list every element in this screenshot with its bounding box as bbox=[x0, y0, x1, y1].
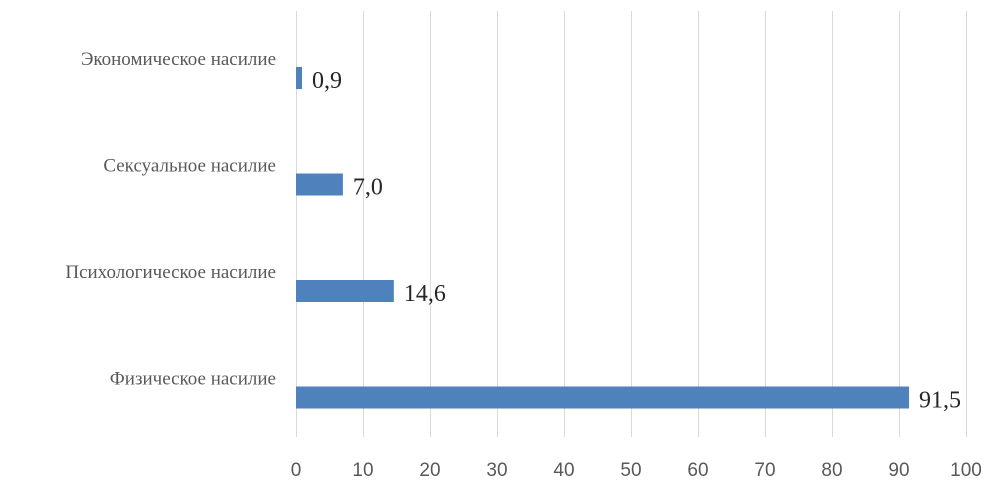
data-label: 14,6 bbox=[404, 281, 446, 307]
gridlines bbox=[296, 11, 967, 437]
x-tick-label: 20 bbox=[419, 460, 440, 481]
x-tick-label: 40 bbox=[553, 460, 574, 481]
x-tick-label: 0 bbox=[291, 460, 302, 481]
bars bbox=[296, 67, 910, 409]
data-label: 0,9 bbox=[312, 68, 342, 94]
x-tick-label: 10 bbox=[352, 460, 373, 481]
data-label: 91,5 bbox=[919, 388, 961, 414]
data-label: 7,0 bbox=[353, 175, 383, 201]
bar bbox=[296, 67, 303, 89]
category-label: Физическое насилие bbox=[110, 369, 276, 390]
bar bbox=[296, 173, 343, 196]
bar bbox=[296, 386, 910, 409]
x-tick-label: 30 bbox=[486, 460, 507, 481]
bar bbox=[296, 280, 394, 302]
category-label: Сексуальное насилие bbox=[103, 156, 276, 177]
x-tick-label: 70 bbox=[754, 460, 775, 481]
x-axis-tick-labels: 0 10 20 30 40 50 60 70 80 90 100 bbox=[291, 460, 982, 481]
x-tick-label: 80 bbox=[821, 460, 842, 481]
x-tick-label: 100 bbox=[950, 460, 982, 481]
category-labels: Экономическое насилие Сексуальное насилие… bbox=[65, 49, 276, 390]
x-tick-label: 90 bbox=[888, 460, 909, 481]
x-tick-label: 60 bbox=[687, 460, 708, 481]
category-label: Экономическое насилие bbox=[81, 49, 276, 70]
x-tick-label: 50 bbox=[620, 460, 641, 481]
category-label: Психологическое насилие bbox=[65, 262, 276, 283]
value-labels: 0,9 7,0 14,6 91,5 bbox=[312, 68, 961, 414]
